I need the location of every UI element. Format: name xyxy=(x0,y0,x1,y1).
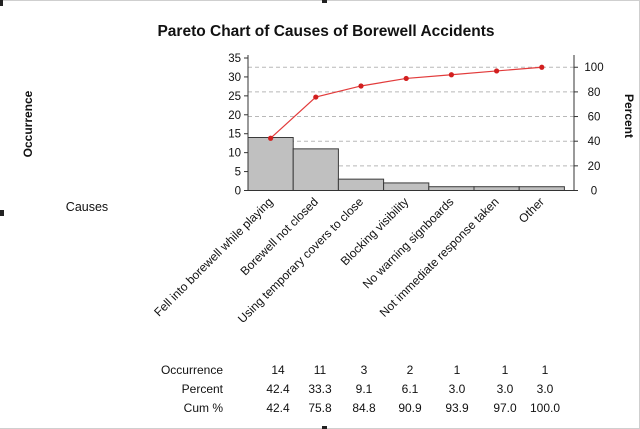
grid-lines xyxy=(248,66,574,167)
table-row-label-2: Percent xyxy=(182,382,224,396)
table-cell-r3-c3: 84.8 xyxy=(352,401,376,415)
y2-tick-label-100: 100 xyxy=(584,62,603,74)
table-cell-r1-c6: 1 xyxy=(502,363,509,377)
table-cell-r1-c7: 1 xyxy=(542,363,549,377)
y2-tick-label-20: 20 xyxy=(588,161,601,173)
y-tick-label-15: 15 xyxy=(228,129,241,141)
corner-marker-top-left xyxy=(0,0,3,6)
cumulative-percent-line xyxy=(268,64,545,141)
cumulative-point-4 xyxy=(403,75,409,82)
corner-marker-mid-left xyxy=(0,210,4,216)
table-cell-r2-c2: 33.3 xyxy=(308,382,332,396)
cumulative-point-1 xyxy=(268,135,274,141)
bar-6 xyxy=(473,186,520,191)
y-tick-label-20: 20 xyxy=(228,110,241,122)
y2-tick-label-0: 0 xyxy=(591,186,597,198)
bar-4 xyxy=(383,182,430,192)
category-label-7: Other xyxy=(516,195,547,226)
table-cell-r2-c4: 6.1 xyxy=(402,382,419,396)
bars xyxy=(247,137,565,192)
table-row-label-1: Occurrence xyxy=(161,363,223,377)
y-axis-title-occurrence: Occurrence xyxy=(21,90,35,157)
table-cell-r3-c5: 93.9 xyxy=(445,401,469,415)
table-row-label-3: Cum % xyxy=(184,401,224,415)
y2-tick-label-40: 40 xyxy=(588,136,601,148)
table-cell-r2-c6: 3.0 xyxy=(497,382,514,396)
table-cell-r2-c1: 42.4 xyxy=(266,382,290,396)
cumulative-point-6 xyxy=(494,68,500,74)
corner-marker-bottom-mid xyxy=(322,426,327,429)
axes: 0 5 10 15 20 25 30 35 0 20 40 60 80 100 xyxy=(228,53,603,198)
corner-marker-top-mid xyxy=(322,0,327,3)
y2-tick-label-80: 80 xyxy=(588,87,601,99)
table-cell-r3-c2: 75.8 xyxy=(308,401,332,415)
table-cell-r1-c2: 11 xyxy=(314,363,327,377)
y2-tick-label-60: 60 xyxy=(588,112,601,124)
category-labels: Fell into borewell while playingBorewell… xyxy=(151,194,547,325)
bar-2 xyxy=(292,148,339,192)
table-cell-r2-c7: 3.0 xyxy=(537,382,554,396)
table-cell-r1-c5: 1 xyxy=(454,363,461,377)
table-cell-r1-c1: 14 xyxy=(271,363,285,377)
cumulative-point-3 xyxy=(358,83,364,89)
y-tick-label-5: 5 xyxy=(235,167,241,179)
bar-7 xyxy=(518,186,565,191)
y-tick-label-10: 10 xyxy=(228,148,241,160)
table-cell-r1-c4: 2 xyxy=(407,363,414,377)
table-cell-r3-c1: 42.4 xyxy=(266,401,290,415)
y-tick-label-25: 25 xyxy=(228,91,241,103)
x-axis-title-causes: Causes xyxy=(66,200,108,214)
table-cell-r3-c6: 97.0 xyxy=(493,401,517,415)
category-label-5: No warning signboards xyxy=(360,195,457,292)
table-cell-r2-c5: 3.0 xyxy=(449,382,466,396)
table-cell-r3-c4: 90.9 xyxy=(398,401,422,415)
frame-top-border xyxy=(0,0,640,1)
cumulative-point-5 xyxy=(448,72,454,78)
category-label-2: Borewell not closed xyxy=(237,195,320,278)
cumulative-point-2 xyxy=(313,94,319,100)
bar-3 xyxy=(337,178,385,191)
chart-title: Pareto Chart of Causes of Borewell Accid… xyxy=(157,23,494,40)
bar-5 xyxy=(428,186,475,191)
y2-axis-title-percent: Percent xyxy=(622,94,636,138)
table-cell-r1-c3: 3 xyxy=(361,363,368,377)
table-cell-r3-c7: 100.0 xyxy=(530,401,560,415)
y-tick-label-35: 35 xyxy=(228,53,241,65)
table-cell-r2-c3: 9.1 xyxy=(356,382,373,396)
cumulative-point-7 xyxy=(539,64,545,70)
bar-1 xyxy=(247,137,294,191)
y-tick-label-30: 30 xyxy=(228,72,241,84)
y-tick-label-0: 0 xyxy=(235,186,241,198)
